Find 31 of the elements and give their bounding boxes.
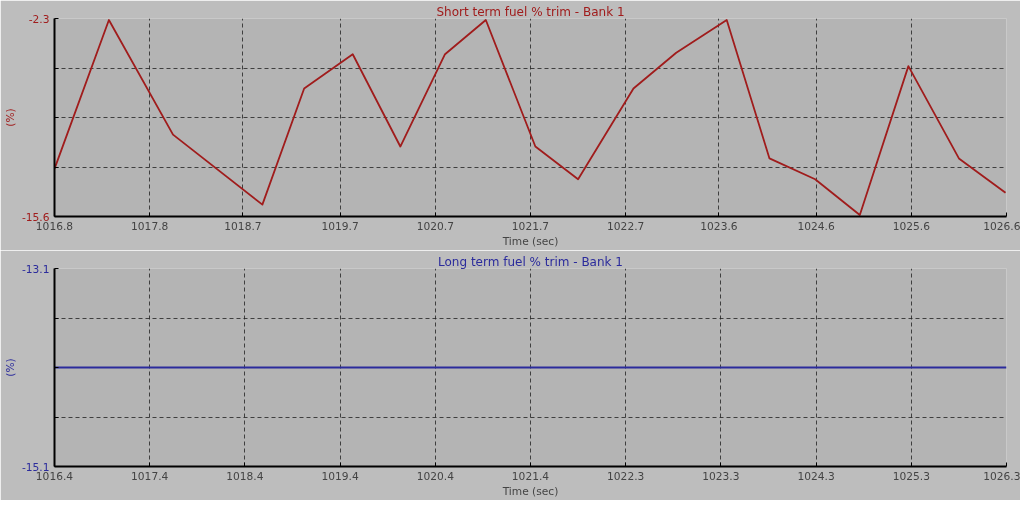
line-series: [54, 19, 1007, 216]
x-tick-label: 1017.4: [131, 469, 169, 483]
x-tick-label: 1019.7: [321, 219, 359, 233]
x-tick-label: 1025.3: [892, 469, 930, 483]
y-tick-label: -2.3: [28, 12, 50, 26]
x-tick-label: 1024.6: [797, 219, 835, 233]
x-tick-label: 1020.7: [416, 219, 454, 233]
x-tick-label: 1021.4: [511, 469, 550, 483]
x-tick-label: 1018.4: [226, 469, 264, 483]
x-tick-label: 1026.3: [983, 469, 1021, 483]
x-tick-label: 1023.3: [702, 469, 740, 483]
x-tick-label: 1025.6: [892, 219, 931, 233]
x-tick-label: 1023.6: [700, 219, 738, 233]
x-tick-label: 1018.7: [224, 219, 262, 233]
x-tick-label: 1017.8: [131, 219, 169, 233]
x-tick-label: 1022.3: [607, 469, 645, 483]
x-tick-label: 1022.7: [607, 219, 645, 233]
chart-title: Long term fuel % trim - Bank 1: [438, 254, 623, 269]
y-axis-title: (%): [3, 108, 17, 127]
x-tick-label: 1016.8: [35, 219, 74, 233]
x-tick-label: 1020.4: [416, 469, 455, 483]
chart-title: Short term fuel % trim - Bank 1: [436, 4, 625, 19]
x-tick-label: 1021.7: [511, 219, 550, 233]
x-tick-label: 1026.6: [983, 219, 1021, 233]
y-tick-label: -13.1: [21, 262, 50, 276]
y-axis-title: (%): [3, 358, 17, 377]
x-axis-title: Time (sec): [501, 234, 559, 248]
x-tick-label: 1024.3: [797, 469, 835, 483]
x-tick-label: 1019.4: [321, 469, 359, 483]
x-axis-title: Time (sec): [501, 484, 559, 498]
x-tick-label: 1016.4: [35, 469, 74, 483]
